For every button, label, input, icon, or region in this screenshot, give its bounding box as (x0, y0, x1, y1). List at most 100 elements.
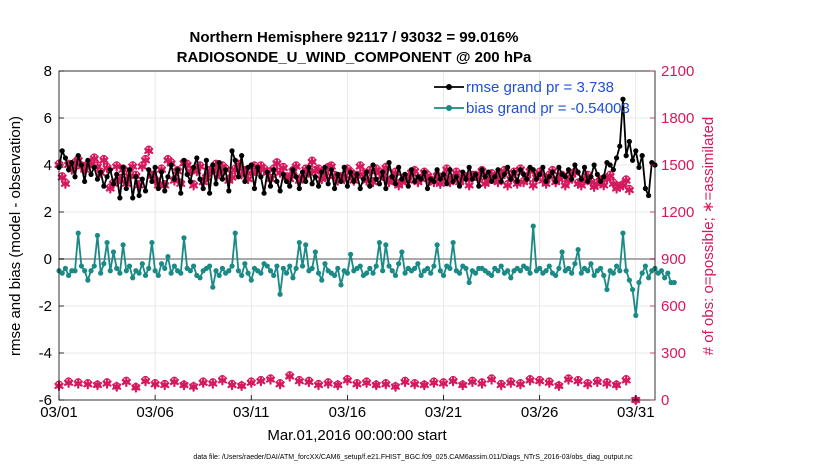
rmse-point (562, 174, 568, 180)
bias-point (88, 268, 94, 274)
bias-point (347, 251, 354, 257)
rmse-point (543, 178, 549, 185)
bias-point (396, 261, 402, 267)
rmse-point (408, 167, 415, 173)
bias-point (450, 239, 456, 246)
bias-point (245, 270, 251, 276)
rmse-point (418, 176, 424, 182)
rmse-point (133, 174, 139, 180)
rmse-point (72, 174, 78, 180)
obs-assimilated-point (285, 371, 295, 382)
bias-point (530, 223, 536, 229)
obs-assimilated-point (621, 375, 631, 386)
rmse-point (66, 167, 72, 173)
rmse-point (633, 148, 639, 154)
obs-assimilated-point (390, 381, 400, 392)
obs-assimilated-point (304, 376, 314, 388)
bias-point (303, 242, 309, 248)
axis-ticks: -6 -4 -2 0 2 4 6 8 0 300 600 900 1200 1500 1800 2100 03/… (39, 63, 695, 421)
rmse-point (498, 178, 504, 185)
obs-assimilated-point (272, 158, 282, 169)
y-right-tick-label: 0 (661, 392, 669, 409)
obs-assimilated-point (621, 175, 631, 186)
rmse-point (126, 167, 133, 173)
bias-point (662, 275, 668, 281)
obs-assimilated-point (307, 156, 317, 167)
bias-point (248, 277, 254, 283)
rmse-point (396, 164, 402, 170)
rmse-point (460, 169, 466, 175)
rmse-point (261, 190, 267, 196)
legend-bias-label: bias grand pr = -0.54003 (466, 100, 630, 117)
bias-point (219, 265, 226, 271)
rmse-point (338, 178, 344, 185)
obs-assimilated-point (294, 376, 304, 387)
obs-assimilated-point (73, 378, 83, 389)
legend-bias-marker (446, 105, 452, 111)
rmse-point (174, 167, 181, 173)
bias-point (399, 249, 405, 255)
obs-assimilated-point (144, 145, 154, 156)
rmse-point (158, 169, 165, 175)
x-tick-label: 03/31 (617, 404, 655, 421)
obs-assimilated-point (217, 375, 227, 386)
legend-rmse-label: rmse grand pr = 3.738 (466, 79, 614, 96)
bias-point (569, 270, 575, 276)
rmse-point (610, 167, 616, 173)
rmse-point (75, 153, 81, 159)
obs-assimilated-point (515, 379, 525, 390)
obs-assimilated-point (99, 155, 109, 166)
rmse-point (376, 181, 383, 187)
rmse-point (235, 174, 242, 180)
rmse-point (293, 174, 299, 180)
rmse-point (646, 192, 652, 199)
bias-point (94, 232, 101, 239)
obs-assimilated-point (314, 380, 324, 391)
rmse-point (412, 178, 418, 185)
bias-point (190, 263, 197, 269)
bias-point (78, 263, 85, 269)
obs-assimilated-point (605, 170, 615, 182)
rmse-point (639, 153, 645, 159)
rmse-point (226, 188, 232, 194)
rmse-point (104, 174, 110, 180)
bias-point (472, 270, 479, 276)
bias-point (671, 279, 677, 286)
obs-assimilated-point (624, 185, 634, 196)
bias-point (383, 242, 389, 248)
bias-point (271, 272, 277, 279)
bias-point (498, 263, 504, 269)
rmse-point (360, 176, 367, 182)
rmse-point (335, 171, 341, 177)
rmse-point (274, 178, 280, 185)
rmse-point (569, 176, 575, 182)
bias-point (585, 268, 591, 274)
bias-point (591, 272, 597, 279)
bias-point (440, 272, 447, 279)
rmse-point (389, 174, 395, 180)
bias-point (66, 272, 72, 279)
rmse-point (271, 167, 277, 173)
rmse-point (239, 153, 245, 159)
bias-point (210, 284, 216, 290)
bias-point (344, 270, 350, 276)
rmse-point (322, 164, 328, 170)
rmse-point (636, 164, 642, 170)
rmse-point (149, 178, 155, 185)
bias-point (171, 263, 177, 269)
y-left-tick-label: 2 (44, 204, 52, 221)
rmse-point (546, 174, 552, 180)
rmse-point (123, 185, 129, 192)
bias-point (418, 272, 424, 279)
obs-assimilated-point (63, 377, 74, 388)
rmse-point (219, 176, 226, 182)
y-left-tick-label: 6 (44, 110, 52, 127)
bias-point (85, 277, 91, 283)
rmse-point (392, 181, 399, 187)
rmse-point (485, 169, 491, 175)
bias-point (117, 270, 123, 276)
rmse-point (357, 185, 363, 192)
bias-point (229, 263, 235, 269)
chart-title: Northern Hemisphere 92117 / 93032 = 99.0… (190, 29, 519, 46)
